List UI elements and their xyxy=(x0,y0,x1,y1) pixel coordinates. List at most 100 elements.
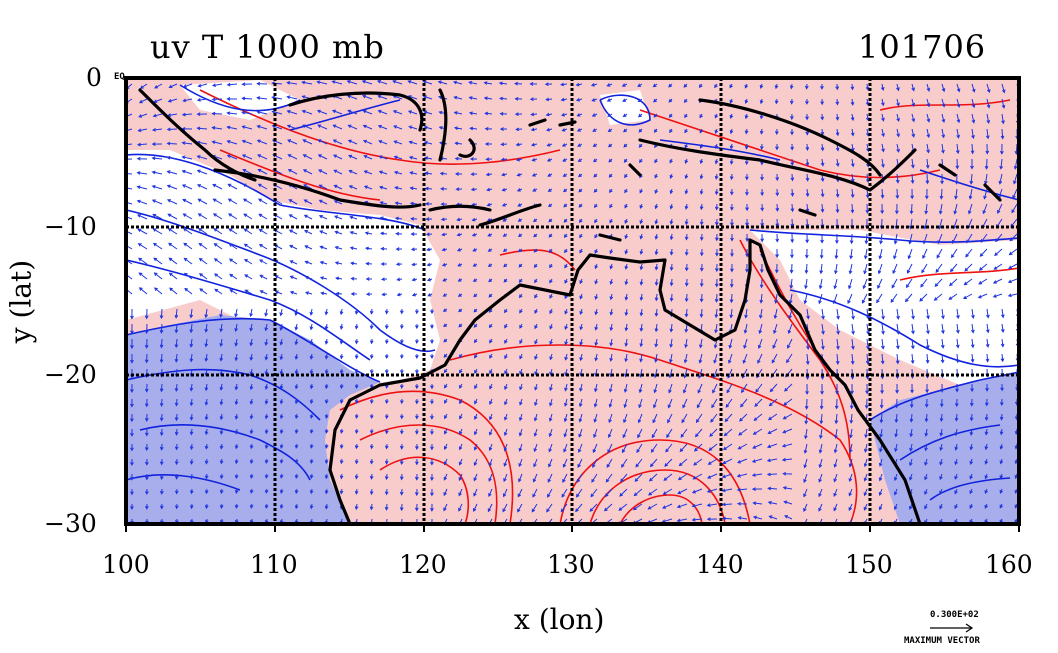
wind-vector xyxy=(654,308,659,317)
wind-vector xyxy=(548,428,553,438)
wind-vector xyxy=(189,413,194,421)
wind-vector xyxy=(384,398,389,405)
wind-vector xyxy=(234,308,238,318)
wind-vector xyxy=(1000,383,1004,392)
wind-vector xyxy=(751,487,763,491)
wind-vector xyxy=(896,323,900,335)
wind-vector xyxy=(715,233,719,242)
wind-vector xyxy=(339,353,344,360)
wind-vector xyxy=(427,293,433,297)
wind-vector xyxy=(834,248,839,260)
wind-vector xyxy=(594,278,599,285)
wind-vector xyxy=(503,443,508,452)
wind-vector xyxy=(638,143,643,148)
wind-vector xyxy=(457,278,463,282)
wind-vector xyxy=(249,458,254,465)
wind-vector xyxy=(301,124,313,130)
wind-vector xyxy=(334,245,343,250)
wind-vector xyxy=(577,173,583,178)
wind-vector xyxy=(138,113,148,118)
wind-vector xyxy=(487,503,493,513)
wind-vector xyxy=(294,473,299,480)
wind-vector xyxy=(652,413,658,424)
vector-scale-arrow xyxy=(930,623,974,633)
wind-vector xyxy=(669,353,673,364)
wind-vector xyxy=(472,263,478,267)
wind-vector xyxy=(517,503,523,513)
wind-vector xyxy=(249,338,254,347)
wind-vector xyxy=(752,501,763,506)
wind-vector xyxy=(519,368,523,376)
wind-vector xyxy=(774,293,778,305)
wind-vector xyxy=(940,353,945,364)
wind-vector xyxy=(324,443,329,450)
wind-vector xyxy=(758,323,763,335)
wind-vector xyxy=(256,81,268,86)
wind-vector xyxy=(941,128,946,139)
wind-vector xyxy=(257,169,268,175)
wind-vector xyxy=(683,98,688,104)
wind-vector xyxy=(504,383,508,391)
wind-vector xyxy=(489,368,493,375)
wind-vector xyxy=(400,338,404,345)
wind-vector xyxy=(529,97,538,102)
wind-vector xyxy=(788,308,793,320)
wind-vector xyxy=(144,443,149,452)
wind-vector xyxy=(909,398,914,409)
wind-vector xyxy=(350,292,358,296)
wind-vector xyxy=(349,215,358,220)
wind-vector xyxy=(804,398,809,410)
vector-scale-value: 0.300E+02 xyxy=(930,610,979,620)
wind-vector xyxy=(546,503,553,513)
wind-vector xyxy=(893,473,898,482)
wind-vector xyxy=(380,277,388,282)
wind-vector xyxy=(234,353,239,362)
wind-vector xyxy=(400,398,404,405)
wind-vector xyxy=(744,98,749,105)
wind-vector xyxy=(971,98,976,109)
wind-vector xyxy=(472,248,478,252)
wind-vector xyxy=(392,80,403,85)
wind-vector xyxy=(518,443,523,452)
wind-vector xyxy=(623,158,628,163)
wind-vector xyxy=(211,140,223,145)
wind-vector xyxy=(547,488,553,498)
wind-vector xyxy=(982,203,988,215)
wind-vector xyxy=(514,81,523,86)
wind-vector xyxy=(458,323,463,328)
wind-vector xyxy=(259,290,268,295)
wind-vector xyxy=(369,443,374,450)
wind-vector xyxy=(130,323,134,335)
wind-vector xyxy=(471,217,478,222)
wind-vector xyxy=(474,368,478,374)
wind-vector xyxy=(638,383,643,394)
wind-vector xyxy=(144,383,149,393)
wind-vector xyxy=(548,248,553,254)
wind-vector xyxy=(332,124,343,130)
wind-vector xyxy=(302,139,313,145)
wind-vector xyxy=(850,98,855,106)
wind-vector xyxy=(279,323,284,332)
wind-vector xyxy=(504,308,508,314)
wind-vector xyxy=(169,287,178,295)
wind-vector xyxy=(667,413,673,424)
wind-vector xyxy=(488,458,493,467)
wind-vector xyxy=(249,488,254,494)
wind-vector xyxy=(443,473,448,481)
wind-vector xyxy=(279,488,284,495)
wind-vector xyxy=(249,308,253,318)
wind-vector xyxy=(384,338,389,345)
wind-vector xyxy=(576,113,583,117)
wind-vector xyxy=(744,173,749,181)
wind-vector xyxy=(880,188,885,199)
wind-vector xyxy=(1014,503,1019,509)
wind-vector xyxy=(151,170,163,175)
wind-vector xyxy=(804,263,809,275)
wind-vector xyxy=(591,113,598,117)
wind-vector xyxy=(166,141,178,146)
wind-vector xyxy=(409,186,418,191)
wind-vector xyxy=(166,155,178,160)
wind-vector xyxy=(349,231,358,235)
wind-vector xyxy=(489,413,493,421)
wind-vector xyxy=(758,308,763,319)
